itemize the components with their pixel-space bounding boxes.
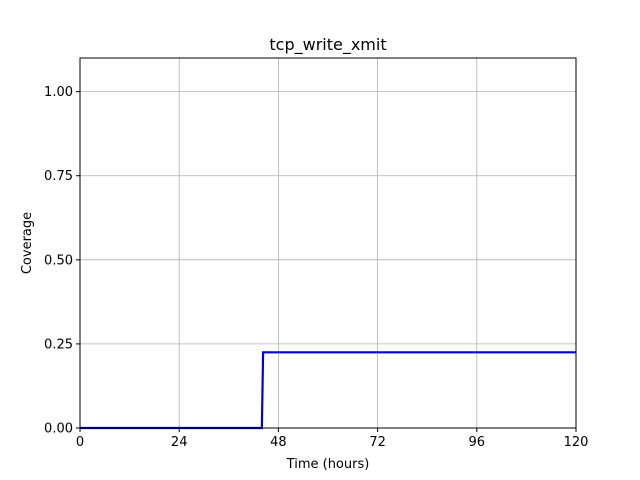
chart-title: tcp_write_xmit: [269, 35, 386, 55]
y-tick-label: 0.25: [44, 337, 73, 352]
y-tick-label: 0.00: [44, 422, 73, 437]
plot-frame: [79, 57, 577, 429]
x-tick-label: 48: [270, 435, 287, 450]
x-tick-label: 24: [171, 435, 188, 450]
ticks: 0 24 48 72 96 120 0.00 0.25 0.50 0.75 1.00: [44, 85, 588, 450]
series-layer: [80, 351, 576, 430]
grid-lines: [79, 58, 577, 429]
y-tick-label: 1.00: [44, 85, 73, 100]
y-tick-label: 0.75: [44, 169, 73, 184]
y-axis-label: Coverage: [20, 212, 35, 274]
x-tick-label: 120: [564, 435, 589, 450]
x-tick-label: 96: [469, 435, 486, 450]
x-tick-label: 72: [369, 435, 386, 450]
x-tick-label: 0: [76, 435, 84, 450]
coverage-series-line: [80, 351, 576, 430]
y-tick-label: 0.50: [44, 253, 73, 268]
x-axis-label: Time (hours): [286, 457, 370, 472]
